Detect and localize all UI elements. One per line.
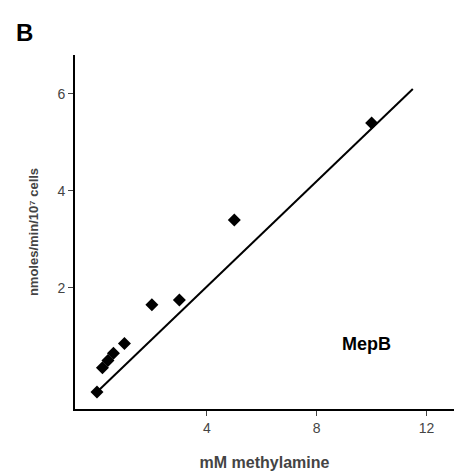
svg-text:4: 4 [203, 420, 211, 436]
svg-text:4: 4 [57, 183, 65, 199]
svg-text:2: 2 [57, 280, 65, 296]
svg-text:MepB: MepB [342, 334, 391, 354]
svg-text:B: B [16, 19, 33, 46]
svg-text:mM methylamine: mM methylamine [200, 454, 330, 471]
svg-text:8: 8 [313, 420, 321, 436]
svg-text:12: 12 [419, 420, 435, 436]
svg-text:nmoles/min/10⁷ cells: nmoles/min/10⁷ cells [26, 168, 41, 296]
svg-text:6: 6 [57, 86, 65, 102]
